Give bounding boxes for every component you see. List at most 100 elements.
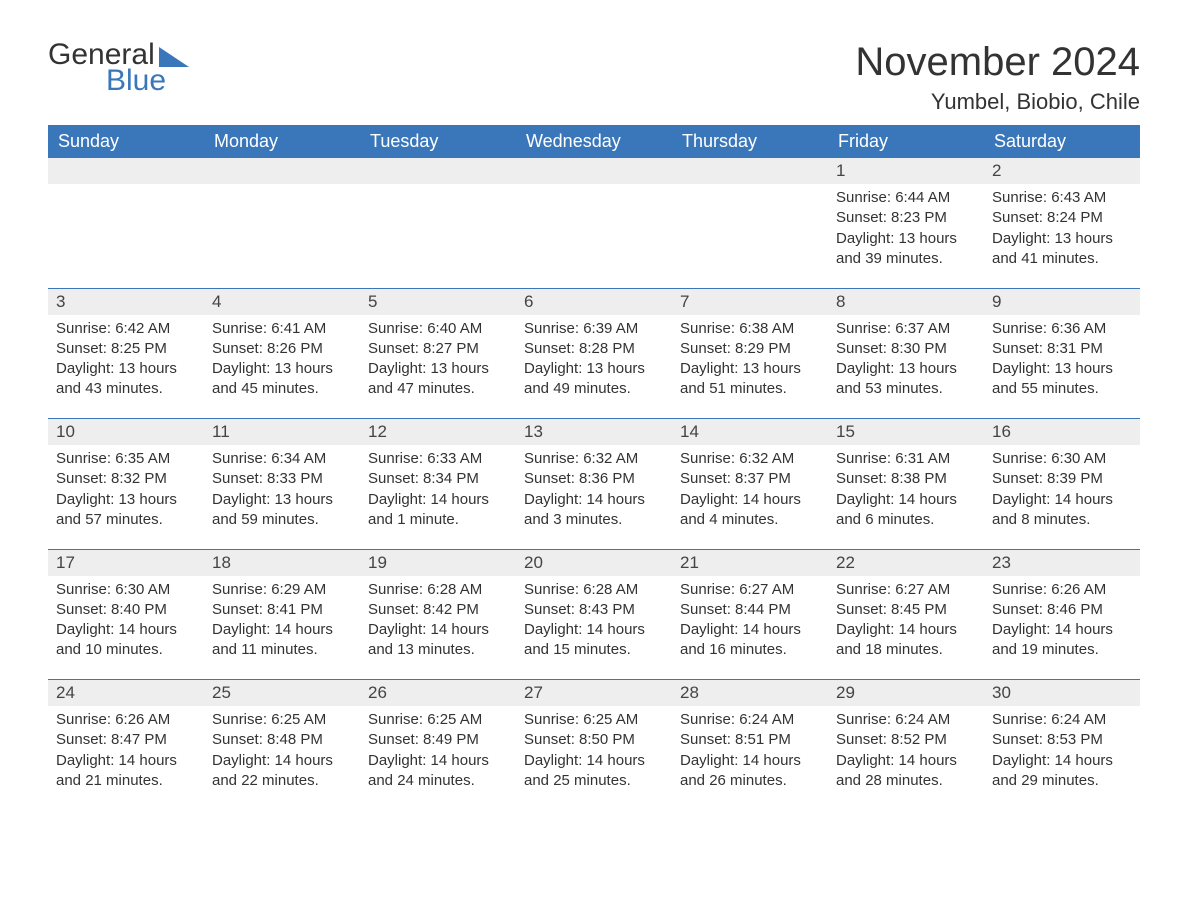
day-number: [516, 158, 672, 184]
day-cell: 3Sunrise: 6:42 AMSunset: 8:25 PMDaylight…: [48, 289, 204, 419]
day-cell: 1Sunrise: 6:44 AMSunset: 8:23 PMDaylight…: [828, 158, 984, 288]
weekday-header: Friday: [828, 125, 984, 158]
daylight-line: Daylight: 14 hours and 24 minutes.: [368, 751, 508, 792]
day-details: Sunrise: 6:25 AMSunset: 8:49 PMDaylight:…: [360, 706, 516, 801]
day-number: 8: [828, 289, 984, 315]
daylight-line: Daylight: 14 hours and 22 minutes.: [212, 751, 352, 792]
day-cell: 28Sunrise: 6:24 AMSunset: 8:51 PMDayligh…: [672, 680, 828, 810]
sunset-line: Sunset: 8:30 PM: [836, 339, 976, 359]
daylight-line: Daylight: 14 hours and 16 minutes.: [680, 620, 820, 661]
daylight-line: Daylight: 13 hours and 41 minutes.: [992, 229, 1132, 270]
daylight-line: Daylight: 14 hours and 28 minutes.: [836, 751, 976, 792]
daylight-line: Daylight: 14 hours and 6 minutes.: [836, 490, 976, 531]
day-cell: 2Sunrise: 6:43 AMSunset: 8:24 PMDaylight…: [984, 158, 1140, 288]
day-cell: 10Sunrise: 6:35 AMSunset: 8:32 PMDayligh…: [48, 419, 204, 549]
sunset-line: Sunset: 8:28 PM: [524, 339, 664, 359]
sunrise-line: Sunrise: 6:25 AM: [524, 710, 664, 730]
sunrise-line: Sunrise: 6:24 AM: [680, 710, 820, 730]
daylight-line: Daylight: 13 hours and 43 minutes.: [56, 359, 196, 400]
sunset-line: Sunset: 8:32 PM: [56, 469, 196, 489]
day-cell: 26Sunrise: 6:25 AMSunset: 8:49 PMDayligh…: [360, 680, 516, 810]
daylight-line: Daylight: 14 hours and 15 minutes.: [524, 620, 664, 661]
day-number: 18: [204, 550, 360, 576]
sunset-line: Sunset: 8:23 PM: [836, 208, 976, 228]
weekday-header: Tuesday: [360, 125, 516, 158]
sunset-line: Sunset: 8:41 PM: [212, 600, 352, 620]
daylight-line: Daylight: 13 hours and 55 minutes.: [992, 359, 1132, 400]
logo-text-blue: Blue: [106, 66, 189, 96]
week-row: 24Sunrise: 6:26 AMSunset: 8:47 PMDayligh…: [48, 680, 1140, 810]
day-number: [204, 158, 360, 184]
day-details: Sunrise: 6:43 AMSunset: 8:24 PMDaylight:…: [984, 184, 1140, 279]
day-details: Sunrise: 6:24 AMSunset: 8:52 PMDaylight:…: [828, 706, 984, 801]
daylight-line: Daylight: 13 hours and 59 minutes.: [212, 490, 352, 531]
weekday-header: Wednesday: [516, 125, 672, 158]
day-number: 14: [672, 419, 828, 445]
day-details: Sunrise: 6:36 AMSunset: 8:31 PMDaylight:…: [984, 315, 1140, 410]
day-number: 15: [828, 419, 984, 445]
sunset-line: Sunset: 8:51 PM: [680, 730, 820, 750]
daylight-line: Daylight: 13 hours and 45 minutes.: [212, 359, 352, 400]
sunrise-line: Sunrise: 6:44 AM: [836, 188, 976, 208]
day-details: Sunrise: 6:26 AMSunset: 8:47 PMDaylight:…: [48, 706, 204, 801]
day-details: Sunrise: 6:27 AMSunset: 8:44 PMDaylight:…: [672, 576, 828, 671]
day-cell: [204, 158, 360, 288]
weekday-header: Saturday: [984, 125, 1140, 158]
sunrise-line: Sunrise: 6:38 AM: [680, 319, 820, 339]
sunrise-line: Sunrise: 6:34 AM: [212, 449, 352, 469]
day-cell: 6Sunrise: 6:39 AMSunset: 8:28 PMDaylight…: [516, 289, 672, 419]
day-details: Sunrise: 6:33 AMSunset: 8:34 PMDaylight:…: [360, 445, 516, 540]
sunrise-line: Sunrise: 6:36 AM: [992, 319, 1132, 339]
sunset-line: Sunset: 8:44 PM: [680, 600, 820, 620]
sunrise-line: Sunrise: 6:28 AM: [524, 580, 664, 600]
weekday-header-row: Sunday Monday Tuesday Wednesday Thursday…: [48, 125, 1140, 158]
week-row: 1Sunrise: 6:44 AMSunset: 8:23 PMDaylight…: [48, 158, 1140, 288]
day-cell: 25Sunrise: 6:25 AMSunset: 8:48 PMDayligh…: [204, 680, 360, 810]
daylight-line: Daylight: 14 hours and 4 minutes.: [680, 490, 820, 531]
day-details: Sunrise: 6:25 AMSunset: 8:50 PMDaylight:…: [516, 706, 672, 801]
sunset-line: Sunset: 8:34 PM: [368, 469, 508, 489]
day-number: 13: [516, 419, 672, 445]
day-details: Sunrise: 6:31 AMSunset: 8:38 PMDaylight:…: [828, 445, 984, 540]
day-cell: 8Sunrise: 6:37 AMSunset: 8:30 PMDaylight…: [828, 289, 984, 419]
daylight-line: Daylight: 14 hours and 18 minutes.: [836, 620, 976, 661]
day-details: Sunrise: 6:27 AMSunset: 8:45 PMDaylight:…: [828, 576, 984, 671]
day-cell: [672, 158, 828, 288]
sunset-line: Sunset: 8:31 PM: [992, 339, 1132, 359]
weekday-header: Sunday: [48, 125, 204, 158]
sunset-line: Sunset: 8:52 PM: [836, 730, 976, 750]
sunset-line: Sunset: 8:26 PM: [212, 339, 352, 359]
sunset-line: Sunset: 8:36 PM: [524, 469, 664, 489]
day-details: Sunrise: 6:39 AMSunset: 8:28 PMDaylight:…: [516, 315, 672, 410]
day-details: Sunrise: 6:26 AMSunset: 8:46 PMDaylight:…: [984, 576, 1140, 671]
day-details: Sunrise: 6:24 AMSunset: 8:51 PMDaylight:…: [672, 706, 828, 801]
daylight-line: Daylight: 14 hours and 8 minutes.: [992, 490, 1132, 531]
day-cell: 4Sunrise: 6:41 AMSunset: 8:26 PMDaylight…: [204, 289, 360, 419]
sunrise-line: Sunrise: 6:29 AM: [212, 580, 352, 600]
day-details: Sunrise: 6:30 AMSunset: 8:40 PMDaylight:…: [48, 576, 204, 671]
day-details: Sunrise: 6:38 AMSunset: 8:29 PMDaylight:…: [672, 315, 828, 410]
day-cell: 14Sunrise: 6:32 AMSunset: 8:37 PMDayligh…: [672, 419, 828, 549]
day-cell: [516, 158, 672, 288]
day-number: 25: [204, 680, 360, 706]
sunrise-line: Sunrise: 6:28 AM: [368, 580, 508, 600]
daylight-line: Daylight: 13 hours and 53 minutes.: [836, 359, 976, 400]
day-number: 11: [204, 419, 360, 445]
day-number: 22: [828, 550, 984, 576]
daylight-line: Daylight: 13 hours and 39 minutes.: [836, 229, 976, 270]
day-number: 21: [672, 550, 828, 576]
day-number: [360, 158, 516, 184]
day-details: Sunrise: 6:25 AMSunset: 8:48 PMDaylight:…: [204, 706, 360, 801]
sunset-line: Sunset: 8:27 PM: [368, 339, 508, 359]
day-details: Sunrise: 6:41 AMSunset: 8:26 PMDaylight:…: [204, 315, 360, 410]
day-number: 19: [360, 550, 516, 576]
day-cell: 11Sunrise: 6:34 AMSunset: 8:33 PMDayligh…: [204, 419, 360, 549]
sunrise-line: Sunrise: 6:32 AM: [524, 449, 664, 469]
day-number: 5: [360, 289, 516, 315]
daylight-line: Daylight: 14 hours and 25 minutes.: [524, 751, 664, 792]
day-cell: 5Sunrise: 6:40 AMSunset: 8:27 PMDaylight…: [360, 289, 516, 419]
sunset-line: Sunset: 8:43 PM: [524, 600, 664, 620]
sunset-line: Sunset: 8:24 PM: [992, 208, 1132, 228]
sunset-line: Sunset: 8:53 PM: [992, 730, 1132, 750]
sunrise-line: Sunrise: 6:39 AM: [524, 319, 664, 339]
